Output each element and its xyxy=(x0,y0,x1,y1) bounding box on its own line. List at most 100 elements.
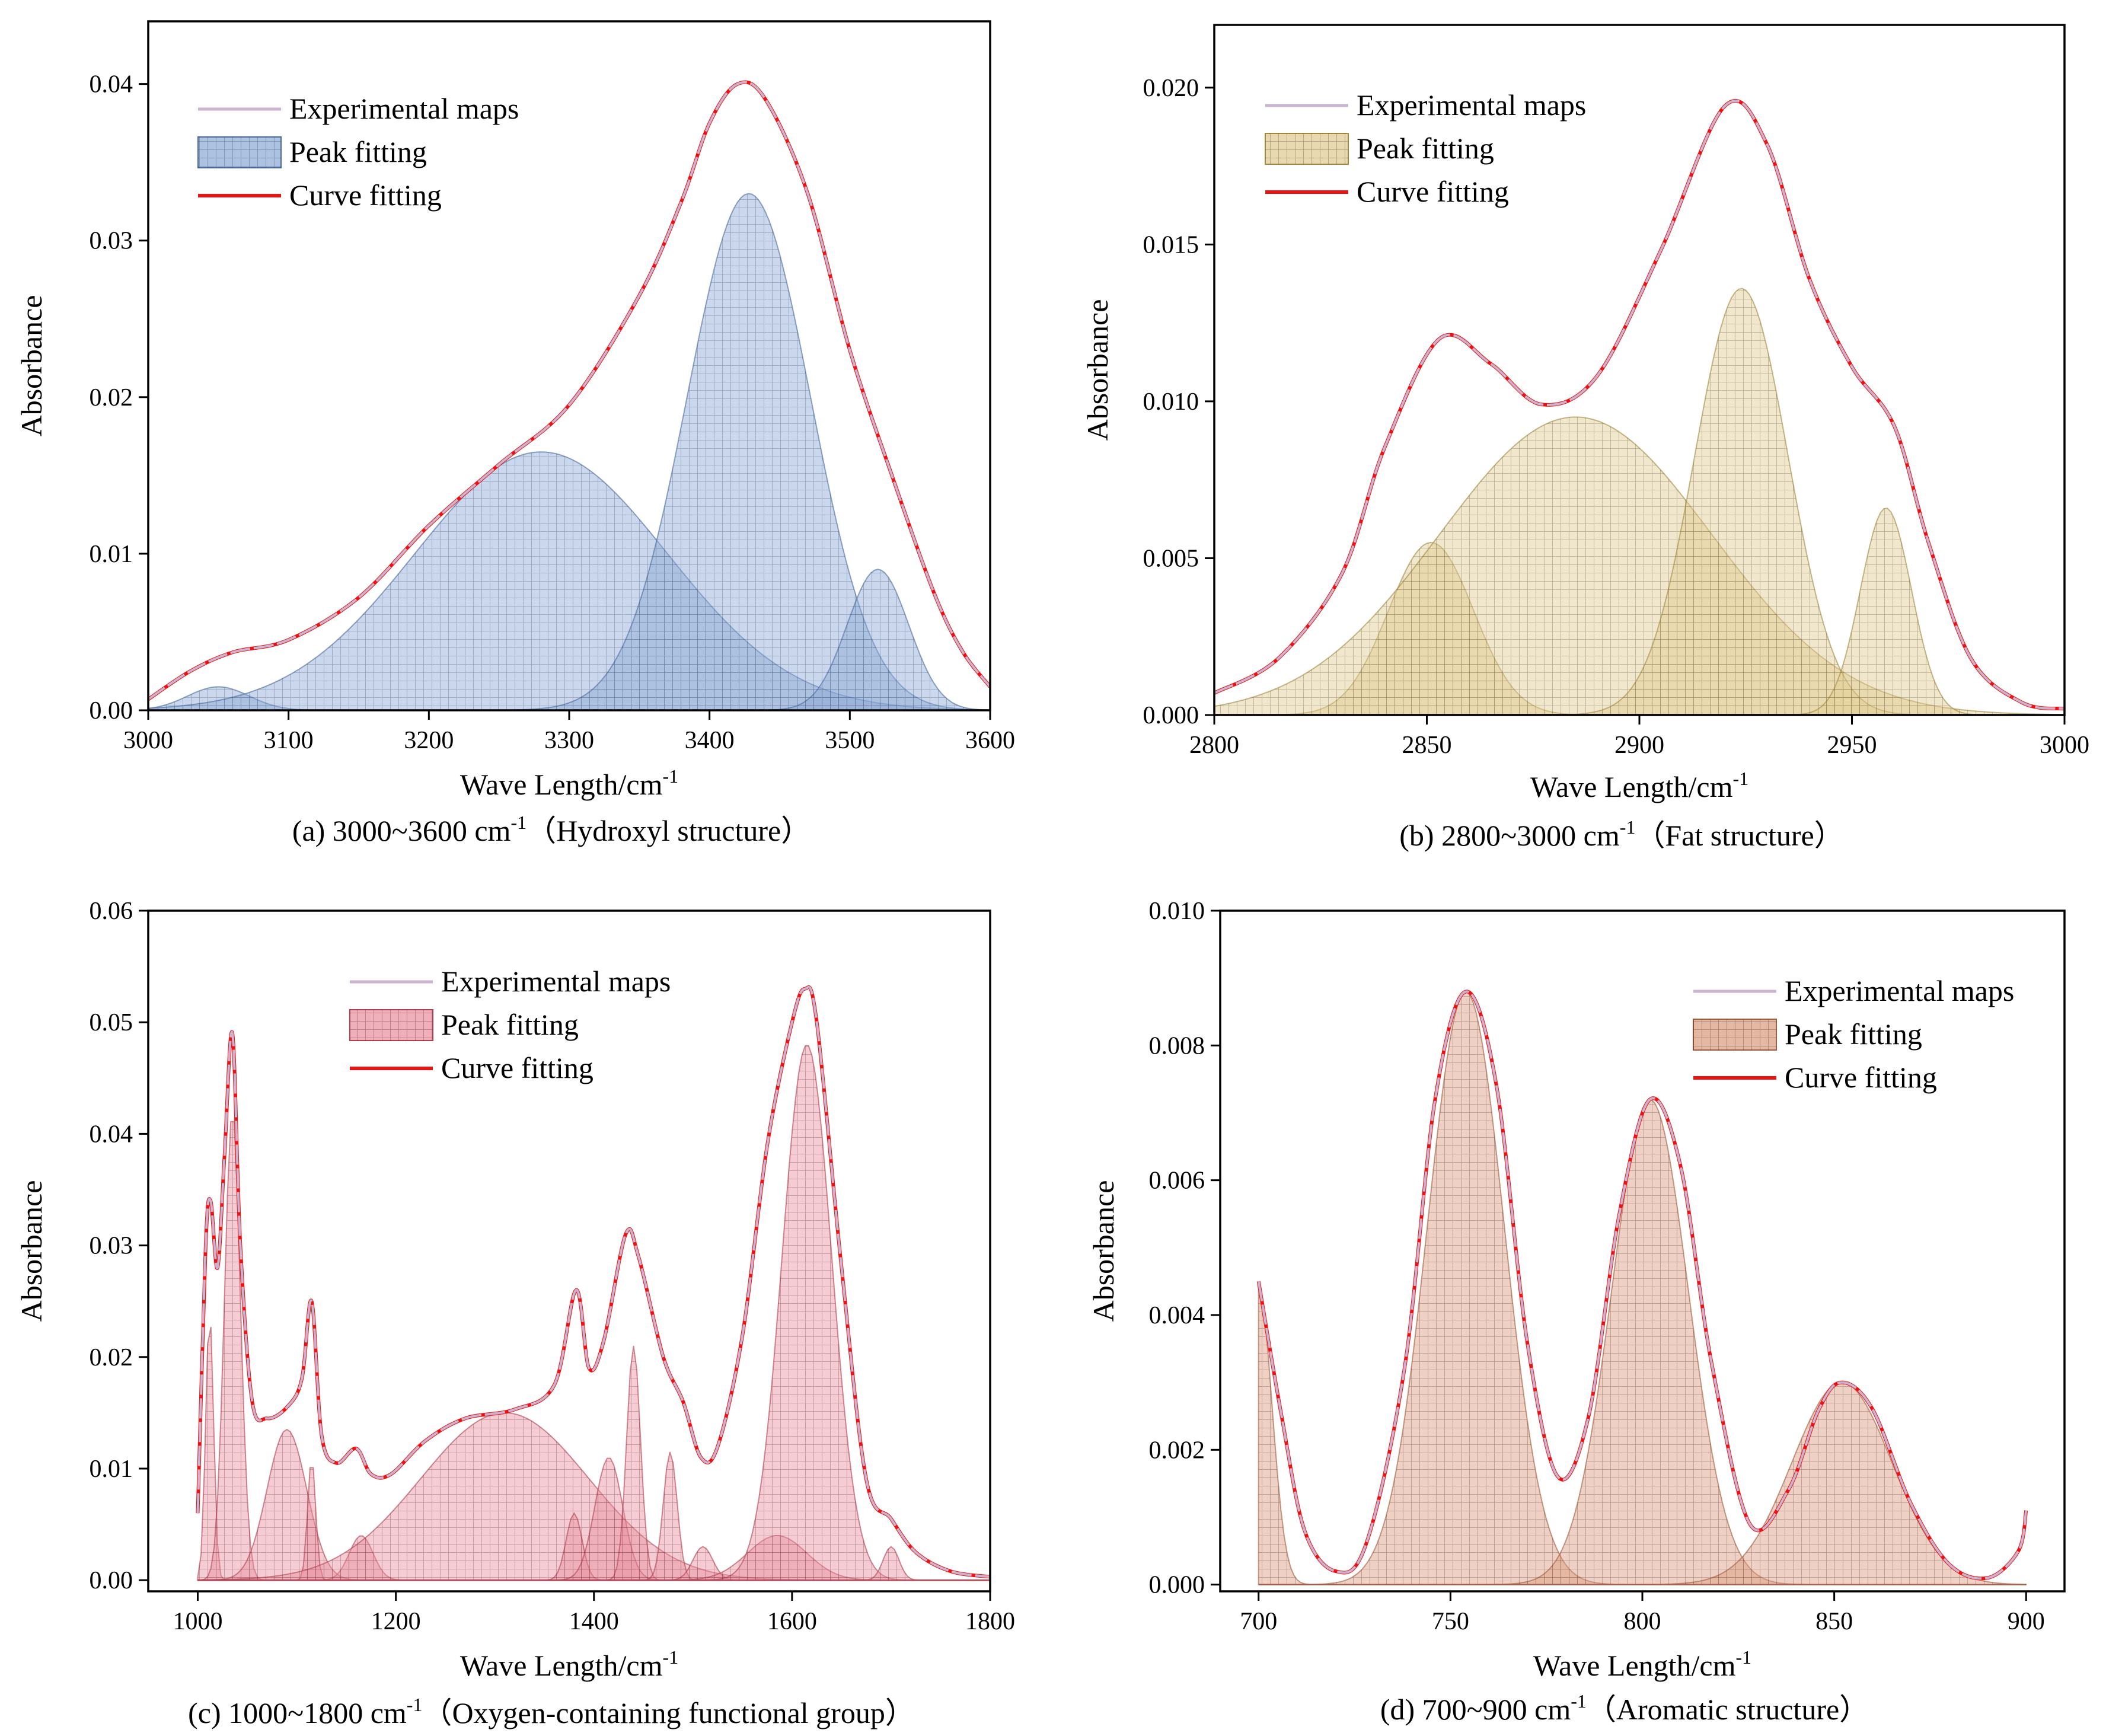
x-tick-label: 900 xyxy=(2008,1608,2045,1635)
y-tick-label: 0.02 xyxy=(90,384,133,411)
y-tick-label: 0.03 xyxy=(90,1233,133,1260)
peak-3 xyxy=(1214,508,2064,715)
x-tick-label: 1400 xyxy=(569,1608,619,1635)
peak-2 xyxy=(148,193,990,710)
x-tick-label: 3100 xyxy=(264,727,314,754)
chart-panel-a: 3000 3100 3200 3300 3400 3500 3600 0.00 0.01 0.02… xyxy=(15,20,1015,847)
legend-label: Curve fitting xyxy=(1357,175,1509,208)
x-tick-label: 3500 xyxy=(825,727,875,754)
experimental-maps-line xyxy=(196,985,990,1578)
legend-label: Peak fitting xyxy=(1357,132,1494,165)
peak-hatch xyxy=(197,1412,990,1581)
x-axis-label: Wave Length/cm-1 xyxy=(1533,1646,1751,1682)
y-tick-label: 0.010 xyxy=(1149,898,1205,925)
y-tick-label: 0.04 xyxy=(90,1121,133,1148)
peak-hatch xyxy=(1258,991,2027,1585)
x-tick-label: 2900 xyxy=(1614,732,1664,759)
y-tick-label: 0.020 xyxy=(1143,75,1199,102)
panel-caption: (c) 1000~1800 cm-1（Oxygen-containing fun… xyxy=(188,1694,915,1729)
peak-hatch xyxy=(148,452,990,710)
y-tick-label: 0.00 xyxy=(90,697,133,725)
x-tick-label: 850 xyxy=(1815,1608,1853,1635)
x-tick-label: 3300 xyxy=(544,727,594,754)
y-tick-label: 0.000 xyxy=(1143,702,1199,729)
y-tick-label: 0.005 xyxy=(1143,545,1199,572)
legend-swatch-peak-hatch xyxy=(1265,133,1348,164)
legend-label: Experimental maps xyxy=(1357,88,1586,122)
y-tick-label: 0.03 xyxy=(90,228,133,255)
chart-panel-b: 2800 2850 2900 2950 3000 0.000 0.005 0.010 0.015… xyxy=(1081,24,2089,852)
x-axis-label: Wave Length/cm-1 xyxy=(460,765,678,801)
peak-hatch xyxy=(148,193,990,710)
legend-label: Peak fitting xyxy=(289,135,427,168)
y-tick-label: 0.000 xyxy=(1149,1572,1205,1599)
y-tick-label: 0.006 xyxy=(1149,1167,1205,1195)
x-tick-label: 700 xyxy=(1240,1608,1277,1635)
y-tick-label: 0.010 xyxy=(1143,388,1199,416)
peak-hatch xyxy=(1214,508,2064,715)
plot-area xyxy=(196,985,990,1581)
peak-hatch xyxy=(1214,417,2064,715)
x-tick-label: 3000 xyxy=(2040,732,2089,759)
chart-panel-d: 700 750 800 850 900 0.000 0.002 0.004 0.006 0.008… xyxy=(1087,898,2066,1726)
legend-swatch-peak-hatch xyxy=(1693,1019,1776,1050)
x-tick-label: 800 xyxy=(1624,1608,1661,1635)
peak-hatch xyxy=(197,1045,990,1581)
y-axis-label: Absorbance xyxy=(1081,299,1114,441)
x-tick-label: 2800 xyxy=(1189,732,1239,759)
x-tick-label: 3200 xyxy=(404,727,454,754)
legend-label: Experimental maps xyxy=(289,92,519,125)
plot-area xyxy=(1214,98,2064,715)
y-tick-label: 0.002 xyxy=(1149,1437,1205,1464)
peak-3 xyxy=(148,569,990,710)
legend: Experimental maps Peak fitting Curve fitti… xyxy=(349,965,671,1084)
legend-label: Experimental maps xyxy=(1785,974,2014,1007)
panel-caption: (b) 2800~3000 cm-1（Fat structure） xyxy=(1399,816,1843,852)
experimental-maps-line xyxy=(1257,990,2028,1580)
panel-caption: (d) 700~900 cm-1（Aromatic structure） xyxy=(1380,1690,1869,1726)
peak-fill xyxy=(197,1546,990,1581)
y-tick-label: 0.01 xyxy=(90,541,133,568)
y-axis-label: Absorbance xyxy=(1087,1180,1120,1322)
x-tick-label: 1000 xyxy=(173,1608,223,1635)
y-tick-label: 0.004 xyxy=(1149,1302,1205,1329)
peak-hatch xyxy=(1258,1382,2027,1585)
peak-hatch xyxy=(1258,1099,2027,1585)
experimental-maps-line xyxy=(1214,99,2064,710)
x-tick-label: 1200 xyxy=(371,1608,421,1635)
legend-label: Curve fitting xyxy=(441,1051,593,1084)
legend: Experimental maps Peak fitting Curve fitti… xyxy=(1693,974,2014,1094)
peak-hatch xyxy=(197,1458,990,1581)
y-tick-label: 0.05 xyxy=(90,1009,133,1036)
plot-frame xyxy=(147,910,991,1593)
legend-label: Experimental maps xyxy=(441,965,671,998)
y-tick-label: 0.02 xyxy=(90,1344,133,1371)
x-tick-label: 3000 xyxy=(123,727,173,754)
x-axis-label: Wave Length/cm-1 xyxy=(460,1646,678,1682)
legend-label: Peak fitting xyxy=(441,1008,579,1041)
y-tick-label: 0.01 xyxy=(90,1456,133,1483)
y-tick-label: 0.015 xyxy=(1143,231,1199,259)
legend-label: Peak fitting xyxy=(1785,1017,1922,1051)
peak-13 xyxy=(197,1546,990,1581)
x-tick-label: 750 xyxy=(1432,1608,1469,1635)
legend: Experimental maps Peak fitting Curve fitti… xyxy=(1265,88,1586,208)
legend: Experimental maps Peak fitting Curve fitti… xyxy=(197,92,519,212)
peak-hatch xyxy=(197,1429,990,1581)
x-tick-label: 1800 xyxy=(965,1608,1015,1635)
legend-swatch-peak-hatch xyxy=(350,1010,433,1041)
x-tick-label: 2850 xyxy=(1402,732,1452,759)
legend-label: Curve fitting xyxy=(289,178,442,212)
peak-hatch xyxy=(148,569,990,710)
y-axis-label: Absorbance xyxy=(15,295,48,437)
x-tick-label: 3400 xyxy=(685,727,735,754)
panel-caption: (a) 3000~3600 cm-1（Hydroxyl structure） xyxy=(292,812,811,847)
chart-panel-c: 1000 1200 1400 1600 1800 0.00 0.01 0.02 0.03 0.04… xyxy=(15,898,1015,1729)
x-axis-label: Wave Length/cm-1 xyxy=(1530,768,1748,803)
plot-area xyxy=(148,80,990,710)
y-tick-label: 0.00 xyxy=(90,1567,133,1594)
x-tick-label: 3600 xyxy=(965,727,1015,754)
legend-label: Curve fitting xyxy=(1785,1061,1937,1094)
y-tick-label: 0.04 xyxy=(90,71,133,98)
